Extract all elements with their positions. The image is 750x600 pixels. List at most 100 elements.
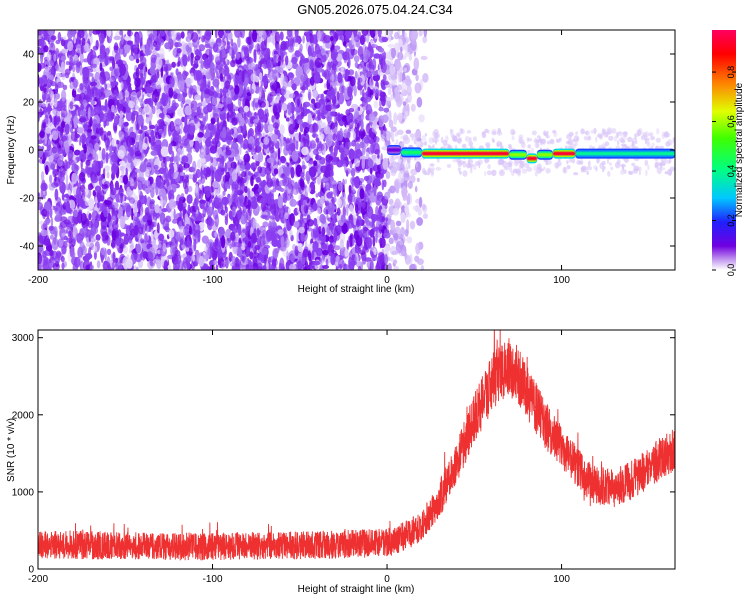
noise-blob <box>134 207 138 219</box>
noise-blob <box>247 187 251 198</box>
noise-blob <box>93 105 101 115</box>
noise-blob <box>131 208 134 221</box>
noise-blob <box>102 167 106 179</box>
noise-blob <box>118 232 126 237</box>
noise-blob <box>336 133 341 139</box>
noise-blob <box>43 238 51 247</box>
noise-blob <box>384 253 388 266</box>
noise-blob <box>306 32 310 43</box>
noise-blob <box>389 257 394 262</box>
noise-blob <box>121 166 124 177</box>
noise-blob <box>294 30 299 38</box>
noise-blob <box>67 215 75 224</box>
noise-blob <box>92 45 99 51</box>
noise-blob <box>88 228 96 239</box>
halo-blob <box>527 144 531 149</box>
noise-blob <box>246 110 252 118</box>
noise-blob <box>138 226 144 235</box>
noise-blob <box>354 70 358 79</box>
noise-blob <box>74 256 81 268</box>
noise-blob <box>54 98 58 108</box>
noise-blob <box>394 75 398 80</box>
noise-blob <box>135 237 139 242</box>
noise-blob <box>113 45 119 51</box>
noise-blob <box>80 158 83 170</box>
noise-blob <box>104 55 109 67</box>
noise-blob <box>188 122 196 135</box>
noise-blob <box>341 192 347 201</box>
noise-blob <box>90 93 96 106</box>
noise-blob <box>113 149 118 157</box>
noise-blob <box>394 198 401 209</box>
noise-blob <box>243 153 251 163</box>
noise-blob <box>237 223 242 236</box>
noise-blob <box>418 196 423 208</box>
noise-blob <box>350 167 356 177</box>
noise-blob <box>247 199 252 210</box>
noise-blob <box>313 160 318 167</box>
noise-blob <box>48 155 54 163</box>
noise-blob <box>361 106 366 112</box>
noise-blob <box>79 134 87 144</box>
noise-blob <box>39 130 46 138</box>
noise-blob <box>359 141 365 149</box>
noise-blob <box>382 157 389 170</box>
noise-blob <box>357 46 364 58</box>
noise-blob <box>389 65 396 76</box>
noise-blob <box>61 232 66 238</box>
noise-blob <box>142 251 149 259</box>
noise-blob <box>381 36 389 43</box>
noise-blob <box>185 99 192 106</box>
noise-blob <box>283 166 291 176</box>
noise-blob <box>174 118 182 127</box>
noise-blob <box>226 92 229 98</box>
noise-blob <box>169 120 175 132</box>
noise-blob <box>187 185 193 193</box>
noise-blob <box>175 213 181 221</box>
noise-blob <box>247 36 252 45</box>
noise-blob <box>422 213 428 220</box>
noise-blob <box>56 81 65 89</box>
noise-blob <box>303 62 311 75</box>
noise-blob <box>153 164 159 170</box>
noise-blob <box>277 195 284 209</box>
noise-blob <box>273 168 279 175</box>
noise-blob <box>205 138 212 148</box>
noise-blob <box>291 56 298 64</box>
noise-blob <box>73 115 78 129</box>
noise-blob <box>248 171 251 176</box>
noise-blob <box>397 84 403 91</box>
noise-blob <box>175 68 179 76</box>
noise-blob <box>331 73 335 82</box>
noise-blob <box>298 131 302 142</box>
noise-blob <box>274 111 280 120</box>
noise-blob <box>336 207 341 216</box>
noise-blob <box>404 254 411 265</box>
noise-blob <box>254 102 259 109</box>
noise-blob <box>358 180 362 186</box>
noise-blob <box>81 37 86 46</box>
noise-blob <box>51 237 59 251</box>
noise-blob <box>137 199 142 210</box>
noise-blob <box>123 233 130 245</box>
noise-blob <box>299 142 304 148</box>
noise-blob <box>177 93 184 102</box>
noise-blob <box>305 221 310 230</box>
noise-blob <box>231 170 238 182</box>
noise-blob <box>134 35 140 42</box>
noise-blob <box>231 201 236 208</box>
noise-blob <box>315 137 320 143</box>
noise-blob <box>159 47 165 60</box>
noise-blob <box>62 103 65 109</box>
noise-blob <box>415 204 419 213</box>
noise-blob <box>75 165 80 171</box>
noise-blob <box>355 131 358 142</box>
noise-blob <box>160 105 164 112</box>
noise-blob <box>142 107 146 120</box>
noise-blob <box>153 216 157 226</box>
noise-blob <box>234 84 240 95</box>
noise-blob <box>205 130 211 138</box>
noise-blob <box>119 160 126 166</box>
noise-blob <box>262 264 267 270</box>
noise-blob <box>361 156 366 170</box>
